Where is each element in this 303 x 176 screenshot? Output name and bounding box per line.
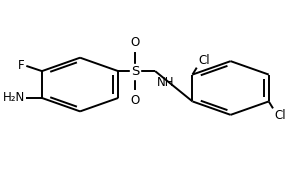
Text: Cl: Cl [198,54,210,67]
Text: NH: NH [157,76,174,89]
Text: F: F [18,59,25,72]
Text: H₂N: H₂N [3,92,25,105]
Text: S: S [131,65,139,78]
Text: O: O [131,94,140,107]
Text: O: O [131,36,140,49]
Text: Cl: Cl [275,109,286,122]
